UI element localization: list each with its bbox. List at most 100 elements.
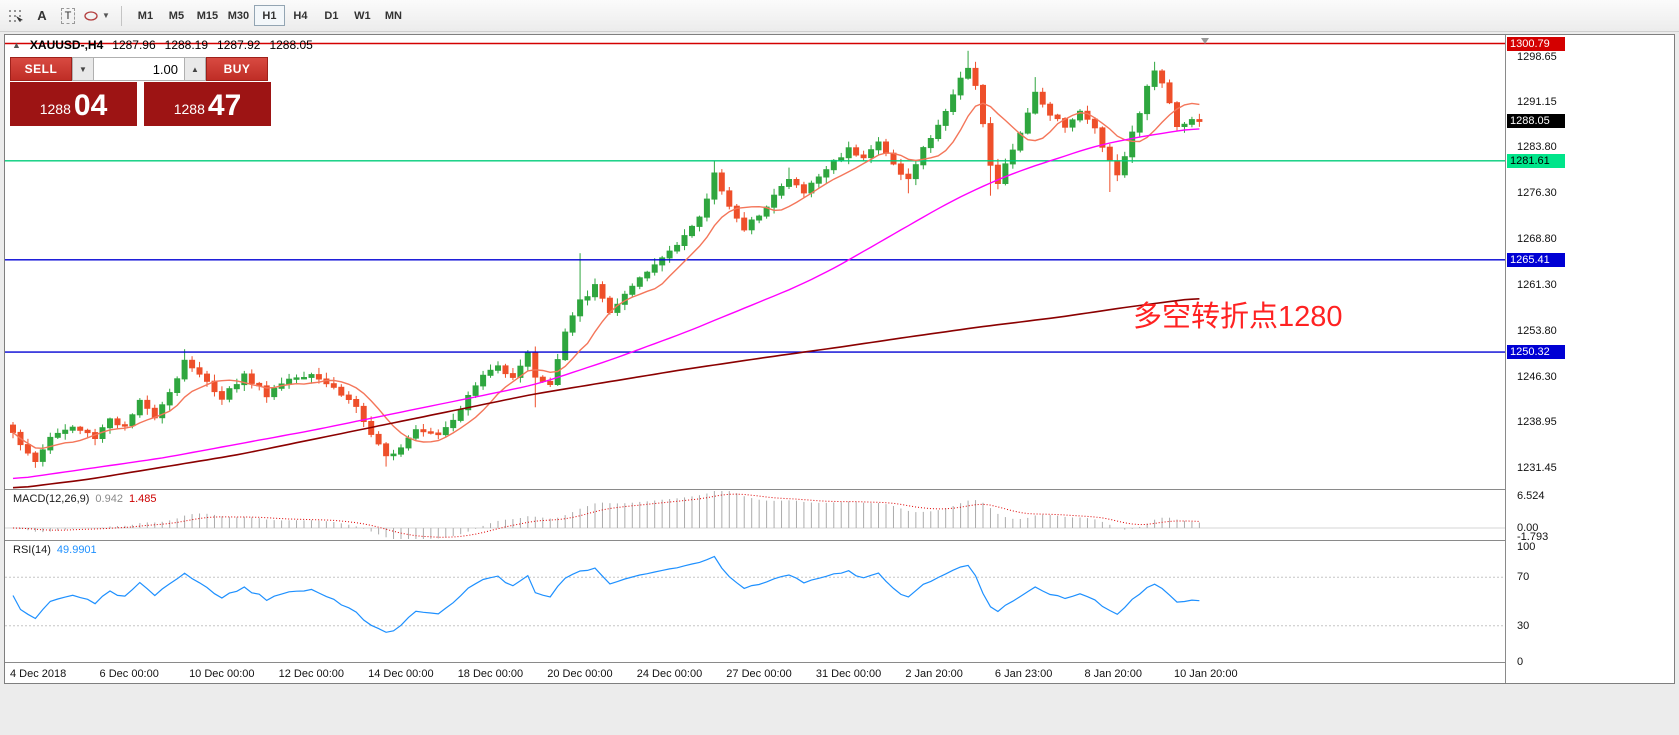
shapes-icon xyxy=(84,10,98,21)
time-tick-label: 4 Dec 2018 xyxy=(10,668,67,680)
ma-slow-line xyxy=(12,298,1200,489)
price-tick-label: 1298.65 xyxy=(1517,50,1557,63)
timeframe-button-M1[interactable]: M1 xyxy=(130,5,161,26)
sell-price-pips: 04 xyxy=(73,89,108,122)
ohlc-high: 1288.19 xyxy=(164,38,209,52)
price-chart-canvas[interactable] xyxy=(5,35,1505,683)
ohlc-open: 1287.96 xyxy=(112,38,156,52)
price-line-box: 1250.32 xyxy=(1507,345,1565,360)
macd-value: 0.942 xyxy=(95,493,123,505)
timeframe-buttons: M1 M5 M15 M30 H1 H4 D1 W1 MN xyxy=(130,5,409,26)
sell-price-quote[interactable]: 1288 04 xyxy=(10,82,137,126)
arrow-up-icon: ▲ xyxy=(191,64,199,74)
ma-mid-line xyxy=(12,128,1200,480)
text-tool-button[interactable]: A xyxy=(29,4,55,28)
sell-price-main: 1288 xyxy=(39,101,71,117)
macd-histogram xyxy=(19,491,1200,539)
buy-price-pips: 47 xyxy=(207,89,242,122)
price-tick-label: 1246.30 xyxy=(1517,370,1557,383)
price-tick-label: 1261.30 xyxy=(1517,278,1557,291)
chart-title: ▲ XAUUSD-,H4 1287.96 1288.19 1287.92 128… xyxy=(12,38,313,52)
price-tick-label: 1283.80 xyxy=(1517,141,1557,154)
timeframe-button-M15[interactable]: M15 xyxy=(192,5,223,26)
axis-separator xyxy=(1505,35,1506,683)
time-tick-label: 24 Dec 00:00 xyxy=(636,668,703,680)
pane-separator[interactable] xyxy=(5,540,1674,541)
current-price-box: 1288.05 xyxy=(1507,114,1565,129)
price-axis[interactable]: 1298.65 1291.15 1283.80 1276.30 1268.80 1261.… xyxy=(1506,35,1674,683)
macd-signal-line xyxy=(12,493,1200,538)
time-tick-label: 31 Dec 00:00 xyxy=(815,668,882,680)
volume-increase-button[interactable]: ▲ xyxy=(184,57,206,81)
time-tick-label: 18 Dec 00:00 xyxy=(457,668,524,680)
crosshair-grid-icon[interactable] xyxy=(3,4,29,28)
arrow-down-icon: ▼ xyxy=(79,64,87,74)
grid-dots-icon xyxy=(9,9,23,22)
chart-window: ▲ XAUUSD-,H4 1287.96 1288.19 1287.92 128… xyxy=(4,34,1675,684)
volume-decrease-button[interactable]: ▼ xyxy=(72,57,94,81)
timeframe-button-H1[interactable]: H1 xyxy=(253,5,285,26)
timeframe-button-H4[interactable]: H4 xyxy=(285,5,316,26)
time-tick-label: 10 Dec 00:00 xyxy=(189,668,255,680)
pane-separator[interactable] xyxy=(5,489,1674,490)
buy-price-main: 1288 xyxy=(173,101,205,117)
macd-indicator-label: MACD(12,26,9) 0.942 1.485 xyxy=(13,493,156,505)
time-tick-label: 2 Jan 20:00 xyxy=(905,668,963,680)
timeframe-button-M5[interactable]: M5 xyxy=(161,5,192,26)
chart-shift-marker-icon[interactable] xyxy=(1201,38,1209,44)
pane-separator xyxy=(5,662,1674,663)
time-tick-label: 20 Dec 00:00 xyxy=(547,668,613,680)
chart-annotation-text[interactable]: 多空转折点1280 xyxy=(1133,301,1343,333)
rsi-scale-label: 100 xyxy=(1517,541,1536,553)
macd-scale-label: 0.00 xyxy=(1517,522,1539,534)
rsi-indicator-label: RSI(14) 49.9901 xyxy=(13,544,97,556)
macd-scale-label: 6.524 xyxy=(1517,490,1545,502)
price-tick-label: 1276.30 xyxy=(1517,187,1557,200)
shapes-tool-dropdown[interactable]: ▼ xyxy=(81,4,113,28)
volume-input[interactable] xyxy=(94,57,184,81)
price-line-box: 1281.61 xyxy=(1507,153,1565,168)
timeframe-button-W1[interactable]: W1 xyxy=(347,5,378,26)
price-tick-label: 1238.95 xyxy=(1517,415,1557,428)
timeframe-button-MN[interactable]: MN xyxy=(378,5,409,26)
chevron-down-icon: ▼ xyxy=(102,11,110,20)
toolbar-separator xyxy=(120,5,122,26)
macd-name: MACD(12,26,9) xyxy=(13,493,90,505)
buy-button[interactable]: BUY xyxy=(206,57,268,81)
horizontal-lines[interactable] xyxy=(5,42,1505,353)
toolbar: A T ▼ M1 M5 M15 M30 H1 H4 D1 W1 MN xyxy=(0,0,1679,32)
rsi-scale-label: 30 xyxy=(1517,619,1530,632)
text-label-tool-button[interactable]: T xyxy=(55,4,81,28)
ma-fast-line xyxy=(12,102,1200,450)
price-line-box: 1265.41 xyxy=(1507,252,1565,267)
plot-area: ▲ XAUUSD-,H4 1287.96 1288.19 1287.92 128… xyxy=(5,35,1505,683)
timeframe-button-M30[interactable]: M30 xyxy=(223,5,254,26)
time-tick-label: 27 Dec 00:00 xyxy=(726,668,792,680)
price-tick-label: 1253.80 xyxy=(1517,324,1557,337)
macd-signal-value: 1.485 xyxy=(128,493,157,505)
price-line-box: 1300.79 xyxy=(1507,36,1565,51)
text-label-icon: T xyxy=(60,7,76,24)
timeframe-button-D1[interactable]: D1 xyxy=(316,5,347,26)
rsi-line xyxy=(12,555,1200,633)
chart-symbol-period: XAUUSD-,H4 xyxy=(29,38,104,52)
time-tick-label: 14 Dec 00:00 xyxy=(368,668,434,680)
symbol-marker-icon: ▲ xyxy=(12,40,21,50)
time-tick-label: 6 Jan 23:00 xyxy=(994,668,1053,680)
time-tick-label: 8 Jan 20:00 xyxy=(1084,668,1142,680)
time-tick-label: 10 Jan 20:00 xyxy=(1173,668,1238,680)
rsi-scale-label: 0 xyxy=(1517,656,1524,668)
ohlc-low: 1287.92 xyxy=(217,38,261,52)
macd-scale-label: -1.793 xyxy=(1517,531,1549,543)
price-tick-label: 1268.80 xyxy=(1517,233,1557,246)
sell-button[interactable]: SELL xyxy=(10,57,72,81)
price-tick-label: 1231.45 xyxy=(1517,461,1557,474)
rsi-name: RSI(14) xyxy=(13,544,51,556)
one-click-trading-panel: SELL ▼ ▲ BUY 1288 04 1288 47 xyxy=(10,57,272,126)
rsi-value: 49.9901 xyxy=(56,544,97,556)
buy-price-quote[interactable]: 1288 47 xyxy=(144,82,271,126)
time-tick-label: 12 Dec 00:00 xyxy=(278,668,345,680)
rsi-scale-label: 70 xyxy=(1517,571,1530,584)
ohlc-close: 1288.05 xyxy=(269,38,313,52)
